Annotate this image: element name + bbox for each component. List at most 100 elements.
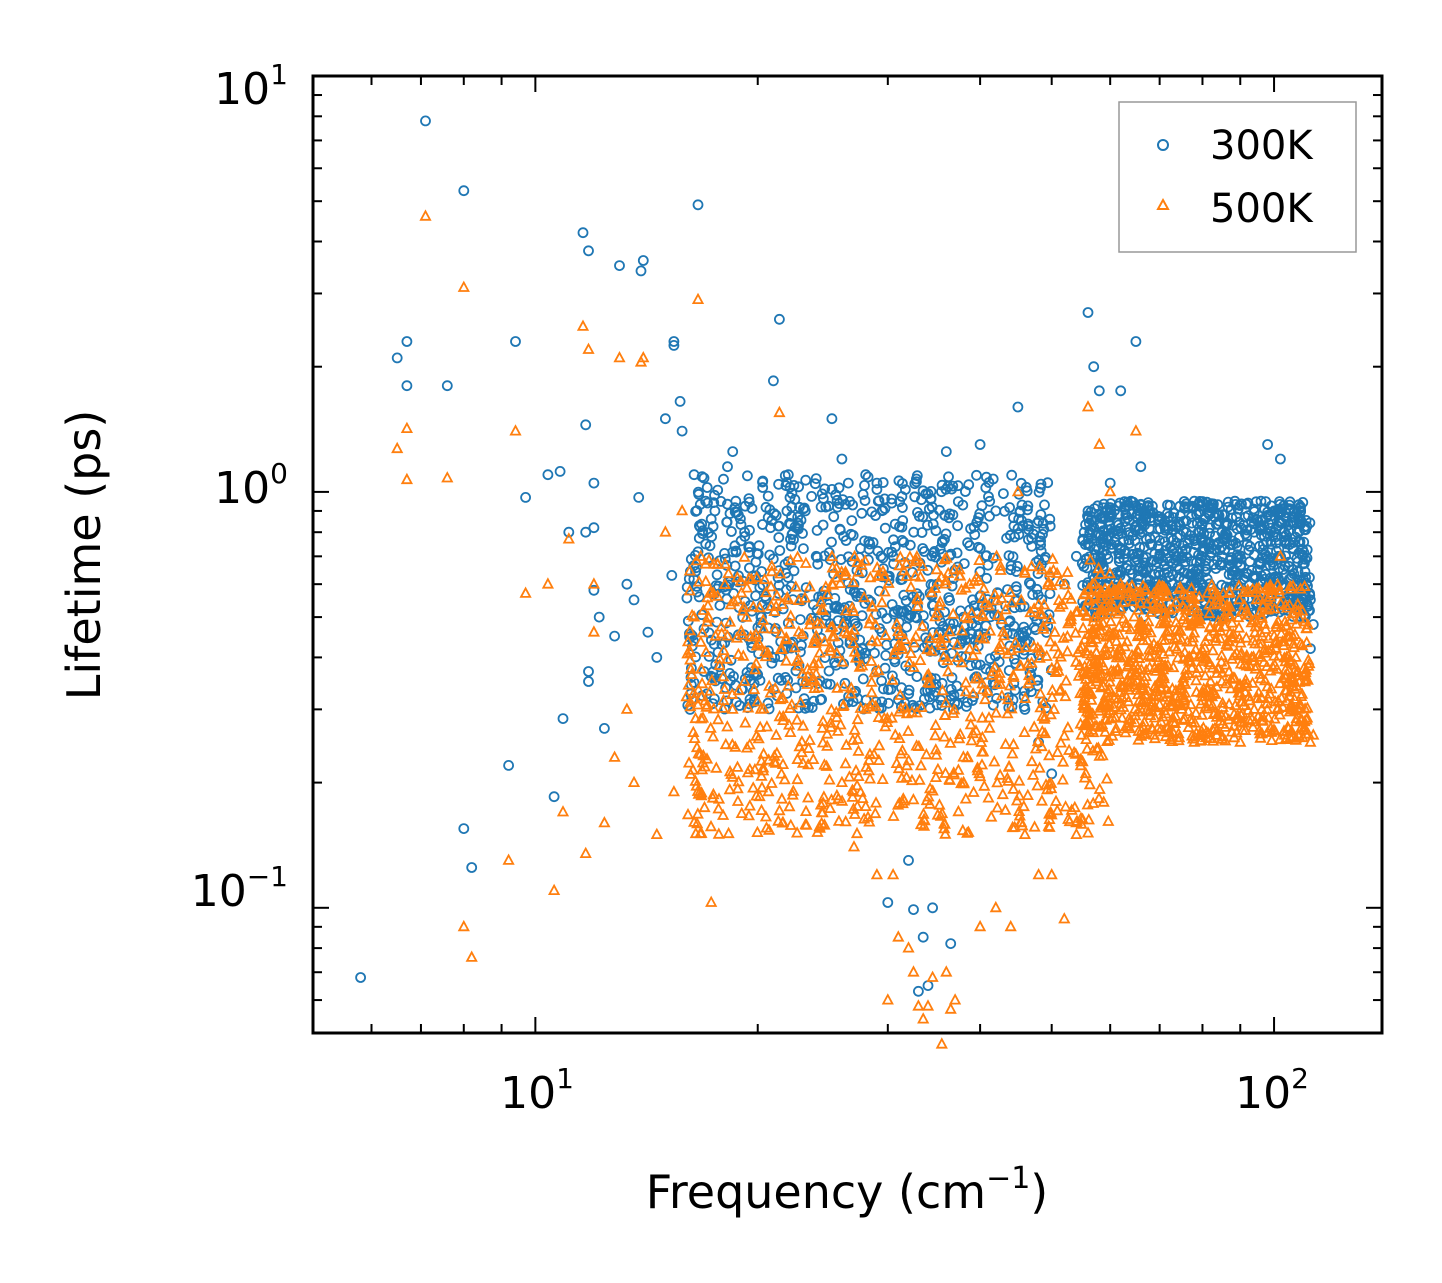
point-300K [727,446,739,458]
point-500K [695,789,708,801]
point-300K [1295,592,1307,604]
point-500K [1246,720,1260,732]
point-500K [816,796,830,808]
point-500K [1185,661,1199,673]
point-500K [900,758,914,771]
point-500K [1264,578,1277,590]
point-500K [930,606,944,618]
point-500K [1261,680,1274,692]
point-300K [1035,509,1047,520]
point-500K [1298,702,1312,714]
point-300K [1044,513,1056,525]
point-300K [1100,533,1112,545]
point-500K [1057,631,1070,643]
point-300K [879,493,890,505]
point-500K [1099,647,1113,660]
point-500K [701,598,715,611]
point-500K [743,762,756,774]
legend-label-300K: 300K [1210,123,1314,169]
point-500K [837,698,850,711]
point-300K [811,525,823,536]
point-500K [784,725,797,737]
point-300K [766,657,778,669]
point-500K [704,684,717,696]
point-300K [401,380,413,392]
point-500K [1215,709,1229,721]
point-500K [1294,637,1307,649]
point-500K [951,650,964,662]
point-500K [778,773,791,785]
point-300K [947,509,959,521]
point-500K [1027,639,1041,652]
point-500K [1279,668,1292,680]
point-500K [692,787,705,799]
point-500K [1178,609,1191,621]
point-300K [791,522,803,534]
point-300K [355,972,367,983]
point-300K [991,693,1002,704]
y-tick-label-0.1: 10−1 [191,860,288,917]
point-500K [1054,736,1068,748]
point-300K [542,469,554,481]
point-500K [947,607,960,619]
point-500K [1006,820,1019,833]
point-500K [867,747,881,760]
point-500K [1140,597,1154,609]
point-300K [609,630,620,642]
point-500K [1061,629,1074,642]
point-300K [715,495,727,507]
point-500K [903,550,917,562]
point-500K [872,710,885,722]
point-500K [1155,715,1168,727]
point-500K [721,652,734,664]
point-500K [1131,687,1145,700]
point-500K [824,620,837,633]
point-500K [825,703,838,715]
point-500K [1082,627,1095,639]
point-500K [659,525,672,537]
point-500K [1114,643,1127,655]
point-300K [1262,439,1273,450]
point-500K [1165,700,1178,712]
point-300K [1227,535,1238,547]
point-500K [1091,667,1104,679]
point-300K [466,862,478,873]
point-500K [1241,583,1254,595]
point-300K [1088,361,1100,373]
point-500K [913,773,926,785]
point-500K [1292,604,1305,616]
point-500K [1134,596,1147,608]
point-500K [1237,598,1251,610]
point-500K [791,752,804,764]
point-300K [843,551,854,563]
point-500K [935,806,949,819]
point-500K [1037,619,1050,631]
point-500K [975,745,989,757]
point-500K [1148,701,1161,713]
point-500K [844,687,858,699]
point-500K [759,585,773,598]
point-500K [1046,552,1059,564]
point-300K [1188,546,1200,558]
point-500K [1126,594,1140,607]
point-300K [785,540,797,552]
point-500K [820,759,833,771]
point-500K [904,646,918,658]
point-500K [1190,665,1203,678]
point-300K [773,520,785,532]
point-500K [684,700,697,712]
point-500K [828,629,841,642]
point-300K [839,677,851,689]
point-500K [695,826,708,838]
point-300K [728,671,739,682]
point-500K [938,552,951,565]
point-500K [1192,611,1205,624]
point-500K [976,683,989,695]
point-500K [816,721,829,733]
point-500K [1288,692,1301,704]
point-500K [1018,566,1032,578]
point-500K [735,806,748,818]
point-500K [978,692,992,705]
point-500K [1003,585,1017,597]
point-300K [1194,556,1206,568]
